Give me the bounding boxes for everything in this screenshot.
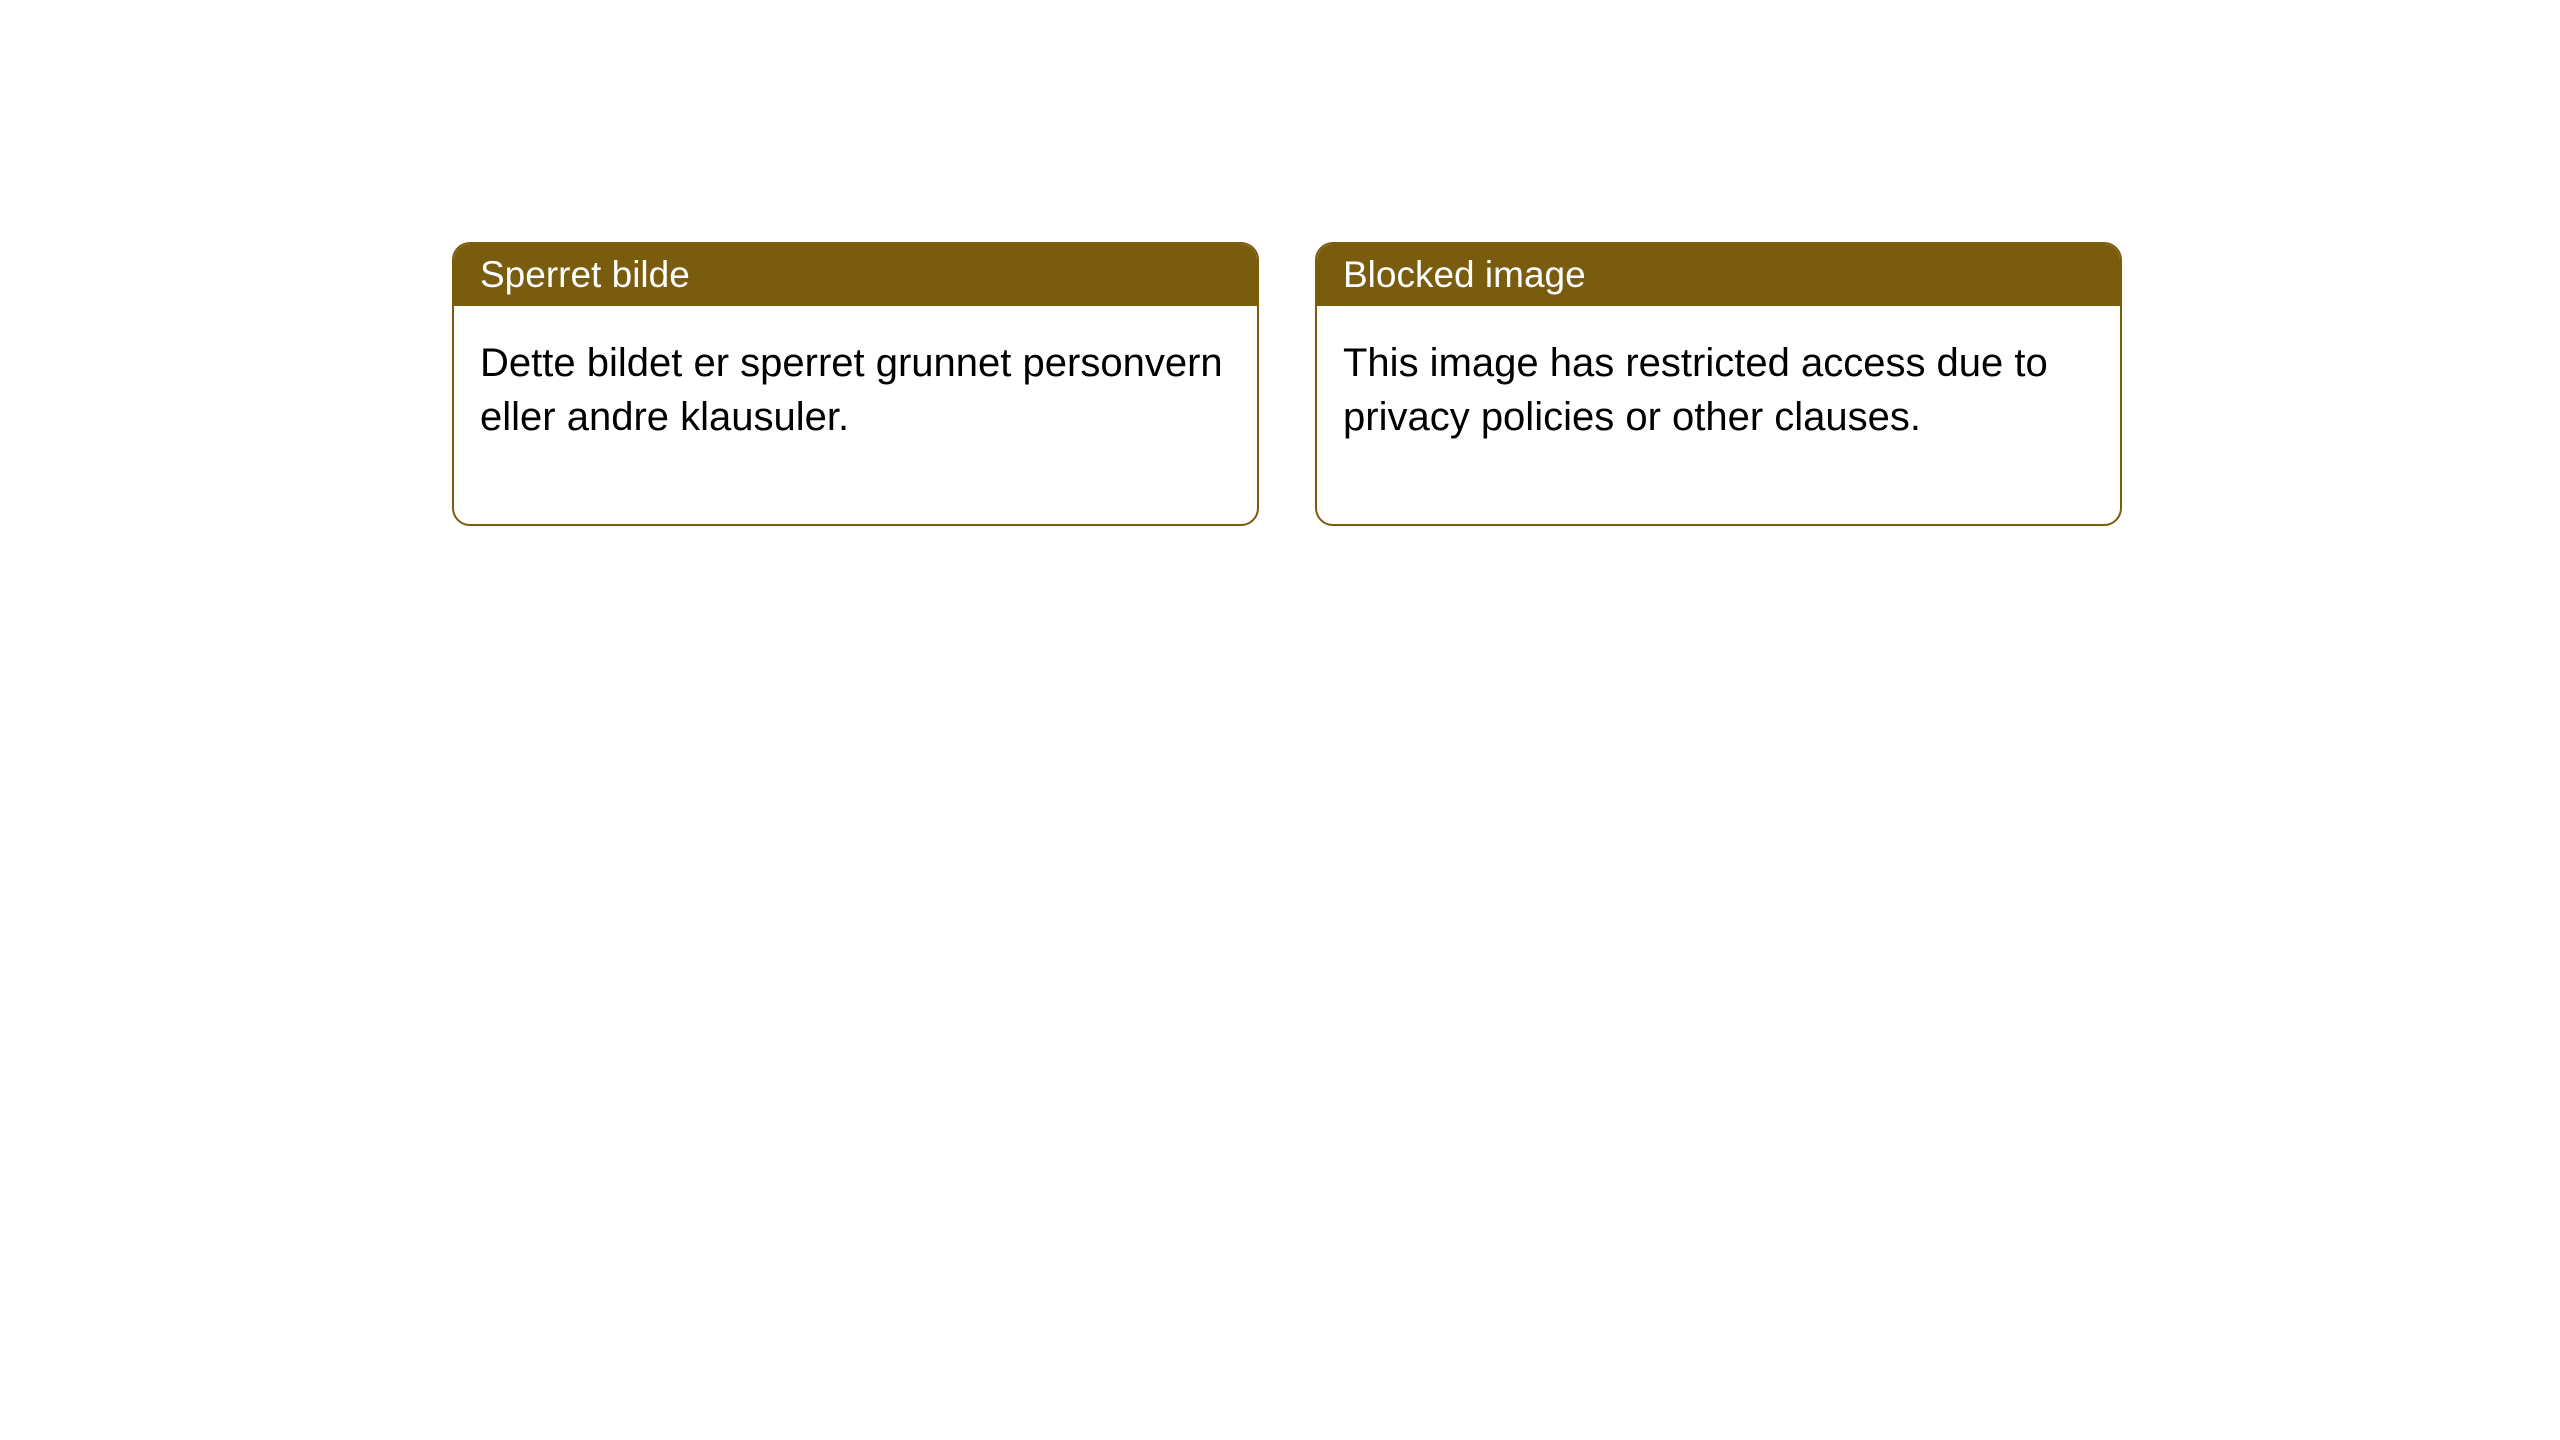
notice-box-english: Blocked image This image has restricted … bbox=[1315, 242, 2122, 526]
notice-header: Sperret bilde bbox=[454, 244, 1257, 306]
notices-container: Sperret bilde Dette bildet er sperret gr… bbox=[0, 0, 2560, 526]
notice-body: Dette bildet er sperret grunnet personve… bbox=[454, 306, 1257, 524]
notice-header: Blocked image bbox=[1317, 244, 2120, 306]
notice-box-norwegian: Sperret bilde Dette bildet er sperret gr… bbox=[452, 242, 1259, 526]
notice-body: This image has restricted access due to … bbox=[1317, 306, 2120, 524]
